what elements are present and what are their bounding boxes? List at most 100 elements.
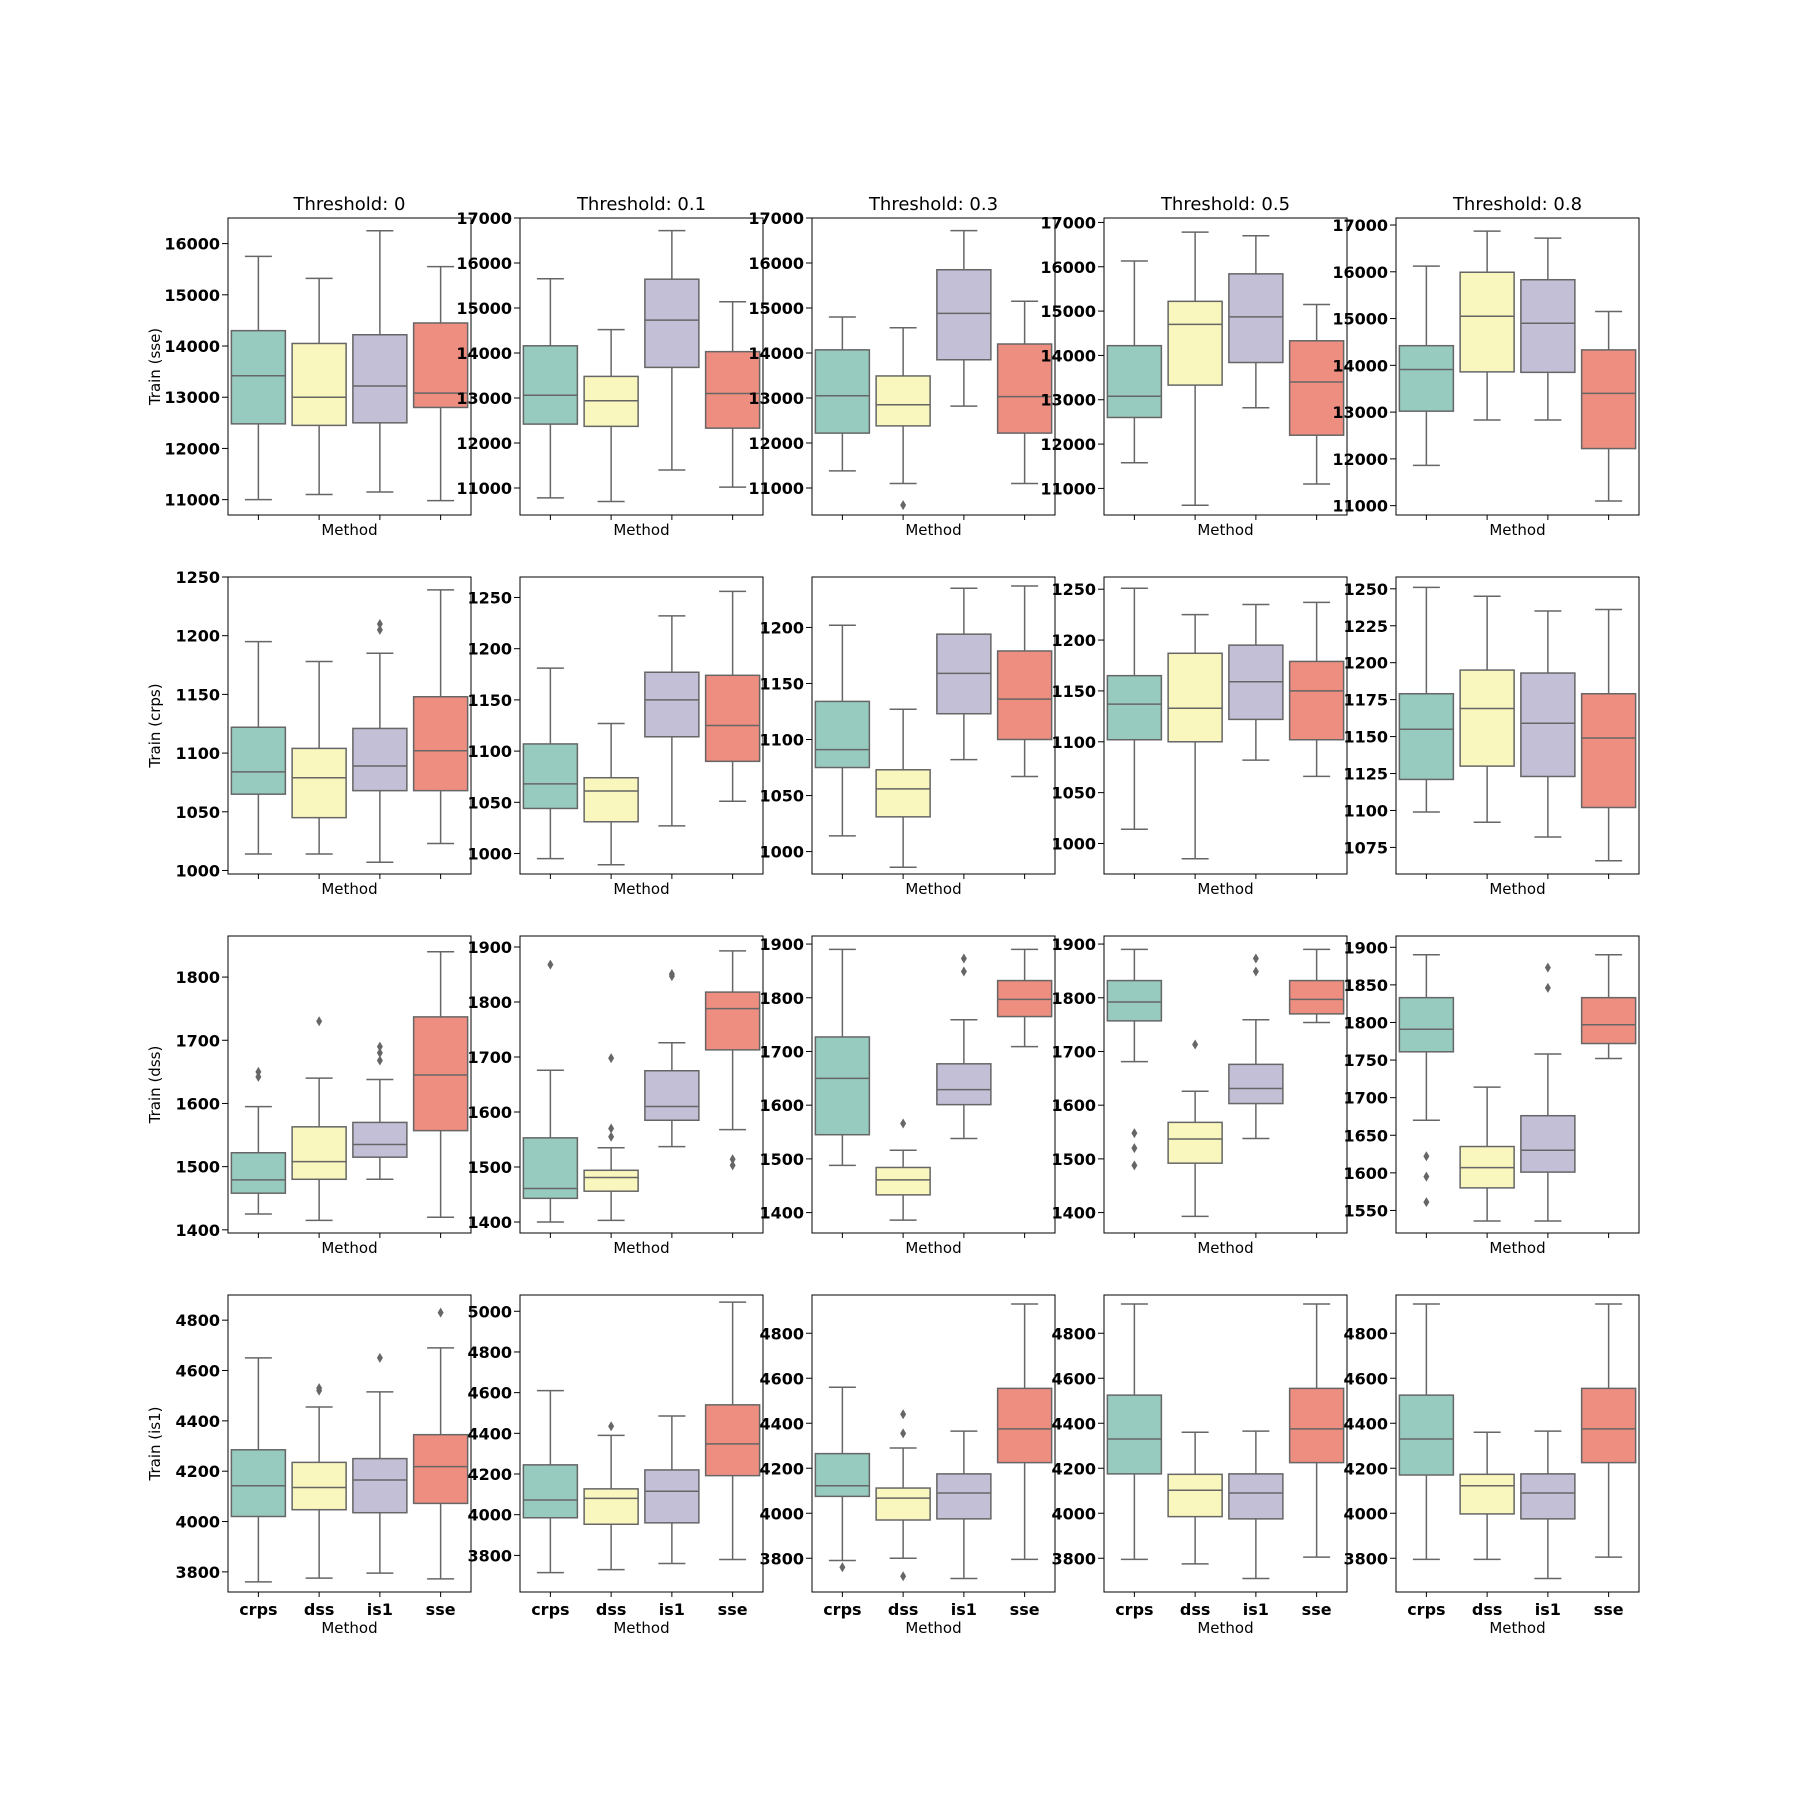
y-tick-label: 4000 bbox=[467, 1506, 512, 1525]
outlier-point bbox=[376, 1055, 383, 1066]
iqr-box bbox=[875, 1487, 931, 1521]
iqr-box bbox=[1459, 1473, 1515, 1515]
outlier-point bbox=[547, 959, 554, 970]
outlier-point bbox=[376, 618, 383, 629]
iqr-box bbox=[1167, 1121, 1223, 1164]
panel-frame bbox=[1395, 935, 1640, 1234]
iqr-box bbox=[1228, 273, 1284, 364]
y-tick-label: 11000 bbox=[1040, 479, 1096, 498]
box-sse bbox=[1288, 601, 1345, 778]
y-tick-label: 1125 bbox=[1343, 765, 1388, 784]
box-is1 bbox=[352, 618, 408, 864]
panel-frame bbox=[1395, 576, 1640, 875]
iqr-box bbox=[522, 743, 579, 810]
box-crps bbox=[522, 959, 579, 1223]
y-tick-label: 4200 bbox=[1051, 1459, 1096, 1478]
iqr-box bbox=[1106, 344, 1163, 419]
box-sse bbox=[412, 265, 469, 502]
box-dss bbox=[1167, 613, 1223, 860]
outlier-point bbox=[1131, 1143, 1138, 1154]
y-tick-label: 1200 bbox=[467, 640, 512, 659]
y-tick-label: 1075 bbox=[1343, 838, 1388, 857]
outlier-point bbox=[960, 966, 967, 977]
panel-frame bbox=[519, 576, 764, 875]
iqr-box bbox=[522, 345, 579, 425]
iqr-box bbox=[875, 769, 931, 818]
x-tick-label: is1 bbox=[1243, 1600, 1269, 1619]
panel-frame bbox=[1103, 217, 1348, 516]
y-tick-label: 3800 bbox=[467, 1546, 512, 1565]
iqr-box bbox=[704, 350, 761, 429]
y-tick-label: 14000 bbox=[164, 337, 220, 356]
row-ylabel: Train (is1) bbox=[146, 1407, 164, 1482]
y-tick-label: 5000 bbox=[467, 1302, 512, 1321]
iqr-box bbox=[1288, 1387, 1345, 1464]
y-tick-label: 1200 bbox=[1051, 631, 1096, 650]
iqr-box bbox=[1167, 652, 1223, 743]
y-tick-label: 1800 bbox=[1051, 989, 1096, 1008]
box-sse bbox=[1580, 310, 1637, 502]
x-tick-label: dss bbox=[1472, 1600, 1503, 1619]
box-dss bbox=[583, 1421, 639, 1571]
iqr-box bbox=[352, 1121, 408, 1158]
y-tick-label: 15000 bbox=[164, 286, 220, 305]
outlier-point bbox=[729, 1160, 736, 1171]
panel-frame bbox=[519, 1294, 764, 1593]
box-is1 bbox=[1520, 962, 1576, 1222]
box-dss bbox=[291, 1383, 347, 1579]
outlier-point bbox=[316, 1016, 323, 1027]
y-tick-label: 14000 bbox=[1332, 356, 1388, 375]
y-tick-label: 17000 bbox=[1332, 216, 1388, 235]
box-sse bbox=[1580, 954, 1637, 1060]
outlier-point bbox=[376, 1041, 383, 1052]
box-dss bbox=[1167, 1039, 1223, 1218]
y-tick-label: 1800 bbox=[759, 989, 804, 1008]
outlier-point bbox=[608, 1053, 615, 1064]
y-tick-label: 1400 bbox=[759, 1204, 804, 1223]
y-tick-label: 16000 bbox=[1332, 263, 1388, 282]
y-tick-label: 1100 bbox=[467, 742, 512, 761]
y-tick-label: 1250 bbox=[175, 568, 220, 587]
y-tick-label: 4600 bbox=[759, 1369, 804, 1388]
x-axis-label: Method bbox=[613, 880, 669, 898]
iqr-box bbox=[583, 776, 639, 823]
box-dss bbox=[1459, 595, 1515, 824]
panel-title: Threshold: 0.1 bbox=[576, 194, 706, 215]
x-axis-label: Method bbox=[905, 1239, 961, 1257]
x-tick-label: is1 bbox=[1535, 1600, 1561, 1619]
y-tick-label: 14000 bbox=[456, 344, 512, 363]
iqr-box bbox=[1167, 300, 1223, 386]
panel-r3-c2: 3800 4000 4200 4400 4600 4800 crps dss is1 sse Met… bbox=[759, 1294, 1056, 1637]
box-is1 bbox=[936, 587, 992, 761]
y-tick-label: 17000 bbox=[1040, 213, 1096, 232]
iqr-box bbox=[412, 1016, 469, 1132]
box-dss bbox=[291, 277, 347, 496]
y-tick-label: 15000 bbox=[1040, 302, 1096, 321]
y-tick-label: 4600 bbox=[175, 1362, 220, 1381]
y-tick-label: 4800 bbox=[1343, 1324, 1388, 1343]
box-dss bbox=[875, 1409, 931, 1582]
y-tick-label: 4400 bbox=[759, 1414, 804, 1433]
iqr-box bbox=[1520, 1473, 1576, 1520]
iqr-box bbox=[704, 674, 761, 763]
x-tick-label: is1 bbox=[659, 1600, 685, 1619]
x-tick-label: dss bbox=[304, 1600, 335, 1619]
panel-r0-c1: 11000 12000 13000 14000 15000 16000 17000 Metho… bbox=[456, 209, 764, 539]
box-is1 bbox=[936, 1430, 992, 1580]
box-sse bbox=[1580, 1303, 1637, 1558]
y-tick-label: 12000 bbox=[164, 439, 220, 458]
x-axis-label: Method bbox=[321, 880, 377, 898]
outlier-point bbox=[376, 624, 383, 635]
outlier-point bbox=[1423, 1171, 1430, 1182]
y-tick-label: 4000 bbox=[759, 1504, 804, 1523]
y-tick-label: 4200 bbox=[175, 1462, 220, 1481]
y-tick-label: 1850 bbox=[1343, 976, 1388, 995]
panel-frame bbox=[1395, 1294, 1640, 1593]
panel-r0-c2: 11000 12000 13000 14000 15000 16000 17000 Metho… bbox=[748, 209, 1056, 539]
x-tick-label: dss bbox=[596, 1600, 627, 1619]
y-tick-label: 1700 bbox=[467, 1048, 512, 1067]
panel-title: Threshold: 0.8 bbox=[1452, 194, 1582, 215]
outlier-point bbox=[668, 968, 675, 979]
y-tick-label: 14000 bbox=[748, 344, 804, 363]
y-tick-label: 1600 bbox=[759, 1096, 804, 1115]
